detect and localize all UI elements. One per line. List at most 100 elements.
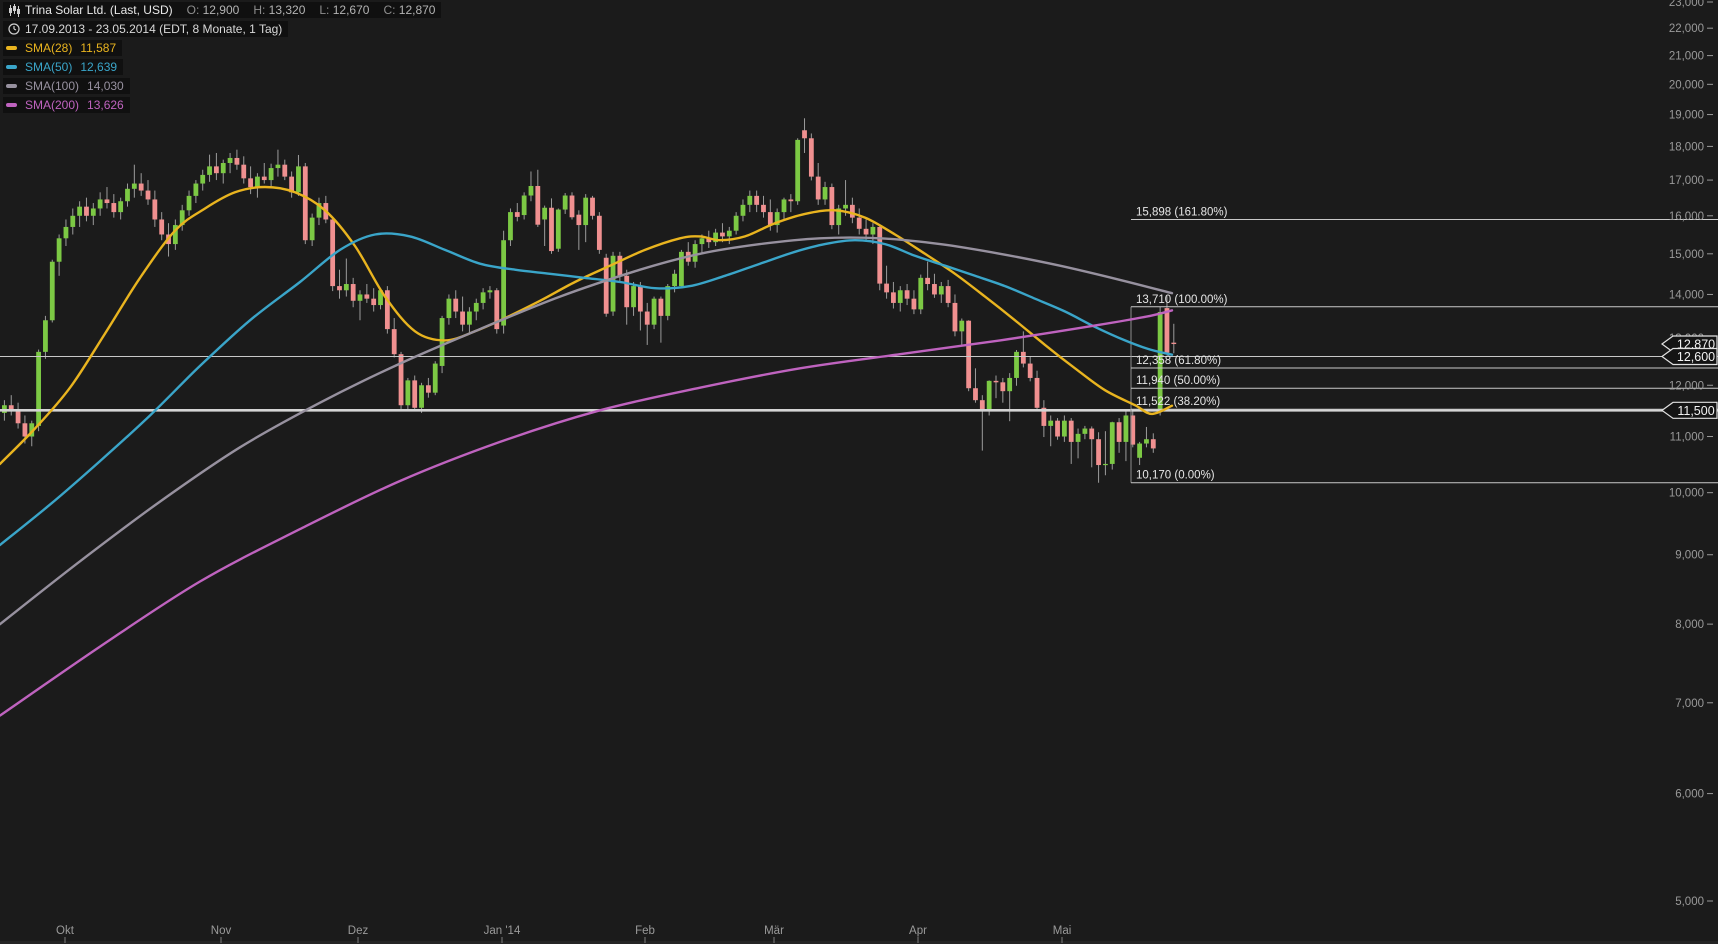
candle-down [549, 207, 554, 252]
candle-down [330, 219, 336, 287]
candle-down [398, 354, 404, 406]
candle-down [364, 294, 370, 299]
candle-down [576, 214, 582, 226]
candle-down [617, 255, 623, 276]
fib-level-label: 11,940 (50.00%) [1136, 375, 1220, 387]
candle-up [357, 294, 363, 301]
candle-up [1075, 433, 1081, 442]
candle-up [172, 225, 178, 245]
candle-down [788, 199, 794, 202]
y-axis-label: 7,000 [1675, 698, 1704, 710]
candle-down [911, 298, 917, 310]
y-axis-label: 21,000 [1669, 51, 1704, 63]
sma-legend-row-sma50[interactable]: SMA(50) 12,639 [3, 59, 124, 75]
y-axis-label: 19,000 [1669, 110, 1704, 122]
candle-down [494, 290, 500, 330]
sma100-line[interactable] [0, 236, 1174, 626]
sma-value: 11,587 [80, 41, 117, 55]
candle-down [535, 185, 541, 225]
candle-up [843, 204, 848, 209]
x-axis-month-label: Mai [1053, 925, 1072, 937]
candle-up [378, 290, 383, 306]
ohlc-high: H: 13,320 [253, 3, 306, 17]
sma-dash-icon [6, 84, 22, 88]
sma-dash-icon [6, 65, 22, 69]
candle-down [84, 206, 89, 216]
candle-down [658, 298, 664, 316]
candle-down [829, 187, 835, 226]
y-axis-label: 18,000 [1669, 141, 1704, 153]
candle-down [644, 311, 650, 325]
x-axis-month-label: Nov [211, 925, 232, 937]
price-marker-tag[interactable] [1660, 401, 1718, 419]
candle-up [1007, 377, 1013, 392]
x-axis-month-label: Dez [348, 925, 369, 937]
candle-up [77, 206, 83, 216]
sma-name: SMA(50) [25, 60, 73, 74]
candle-up [97, 199, 103, 209]
candle-up [29, 423, 35, 437]
candle-up [672, 273, 677, 287]
candle-up [726, 230, 732, 237]
candle-up [439, 318, 445, 366]
x-axis-month-label: Feb [635, 925, 655, 937]
y-axis-label: 6,000 [1675, 789, 1704, 801]
candle-up [1014, 351, 1019, 378]
price-marker-label: 12,600 [1677, 350, 1715, 364]
candle-up [1048, 420, 1054, 426]
candle-down [460, 311, 465, 325]
candle-up [268, 168, 274, 181]
candle-up [473, 302, 479, 312]
candle-up [63, 226, 69, 239]
price-marker-tag[interactable] [1660, 347, 1718, 366]
y-axis-label: 17,000 [1669, 175, 1704, 187]
candle-up [521, 195, 527, 216]
candle-down [1096, 439, 1101, 466]
sma-value: 13,626 [87, 98, 124, 112]
clock-icon [6, 23, 22, 35]
candle-up [699, 238, 705, 245]
candle-up [227, 157, 233, 163]
candle-up [296, 166, 301, 193]
sma-legend-row-sma100[interactable]: SMA(100) 14,030 [3, 78, 130, 94]
candle-up [795, 139, 801, 202]
fib-level-label: 12,358 (61.80%) [1136, 355, 1221, 367]
bottom-edge [0, 941, 1718, 944]
date-range-row[interactable]: 17.09.2013 - 23.05.2014 (EDT, 8 Monate, … [3, 21, 289, 37]
instrument-title-row[interactable]: Trina Solar Ltd. (Last, USD) O: 12,900 H… [3, 2, 442, 18]
sma28-line[interactable] [0, 185, 1174, 466]
fib-level-label: 13,710 (100.00%) [1136, 294, 1228, 306]
sma-name: SMA(200) [25, 98, 80, 112]
candle-up [200, 174, 206, 184]
date-range: 17.09.2013 - 23.05.2014 (EDT, 8 Monate, … [25, 22, 283, 36]
y-axis-label: 16,000 [1669, 211, 1704, 223]
sma-legend-row-sma200[interactable]: SMA(200) 13,626 [3, 97, 130, 113]
y-axis-label: 20,000 [1669, 79, 1704, 91]
price-marker-label: 11,500 [1677, 404, 1714, 418]
candle-up [679, 251, 684, 287]
sma-legend-row-sma28[interactable]: SMA(28) 11,587 [3, 40, 123, 56]
y-axis-label: 8,000 [1675, 619, 1704, 631]
candle-up [583, 197, 589, 226]
y-axis-label: 23,000 [1669, 0, 1704, 9]
sma-dash-icon [6, 46, 22, 50]
candle-down [815, 176, 821, 200]
instrument-title: Trina Solar Ltd. (Last, USD) [25, 3, 173, 17]
x-axis-month-label: Jan '14 [484, 925, 521, 937]
sma200-line[interactable] [0, 309, 1174, 717]
candle-up [1082, 428, 1088, 434]
sma-legend-rows: SMA(28) 11,587 SMA(50) 12,639 SMA(100) 14,030… [3, 40, 441, 113]
candle-down [371, 298, 377, 306]
candle-up [446, 298, 452, 319]
candle-down [596, 215, 602, 250]
candle-down [877, 226, 883, 284]
chart-legend: Trina Solar Ltd. (Last, USD) O: 12,900 H… [3, 2, 442, 116]
candle-down [234, 157, 240, 165]
candle-down [1041, 407, 1047, 426]
sma50-line[interactable] [0, 232, 1174, 547]
candle-up [1137, 443, 1143, 458]
candlestick-icon [6, 3, 22, 17]
candle-down [412, 380, 418, 408]
